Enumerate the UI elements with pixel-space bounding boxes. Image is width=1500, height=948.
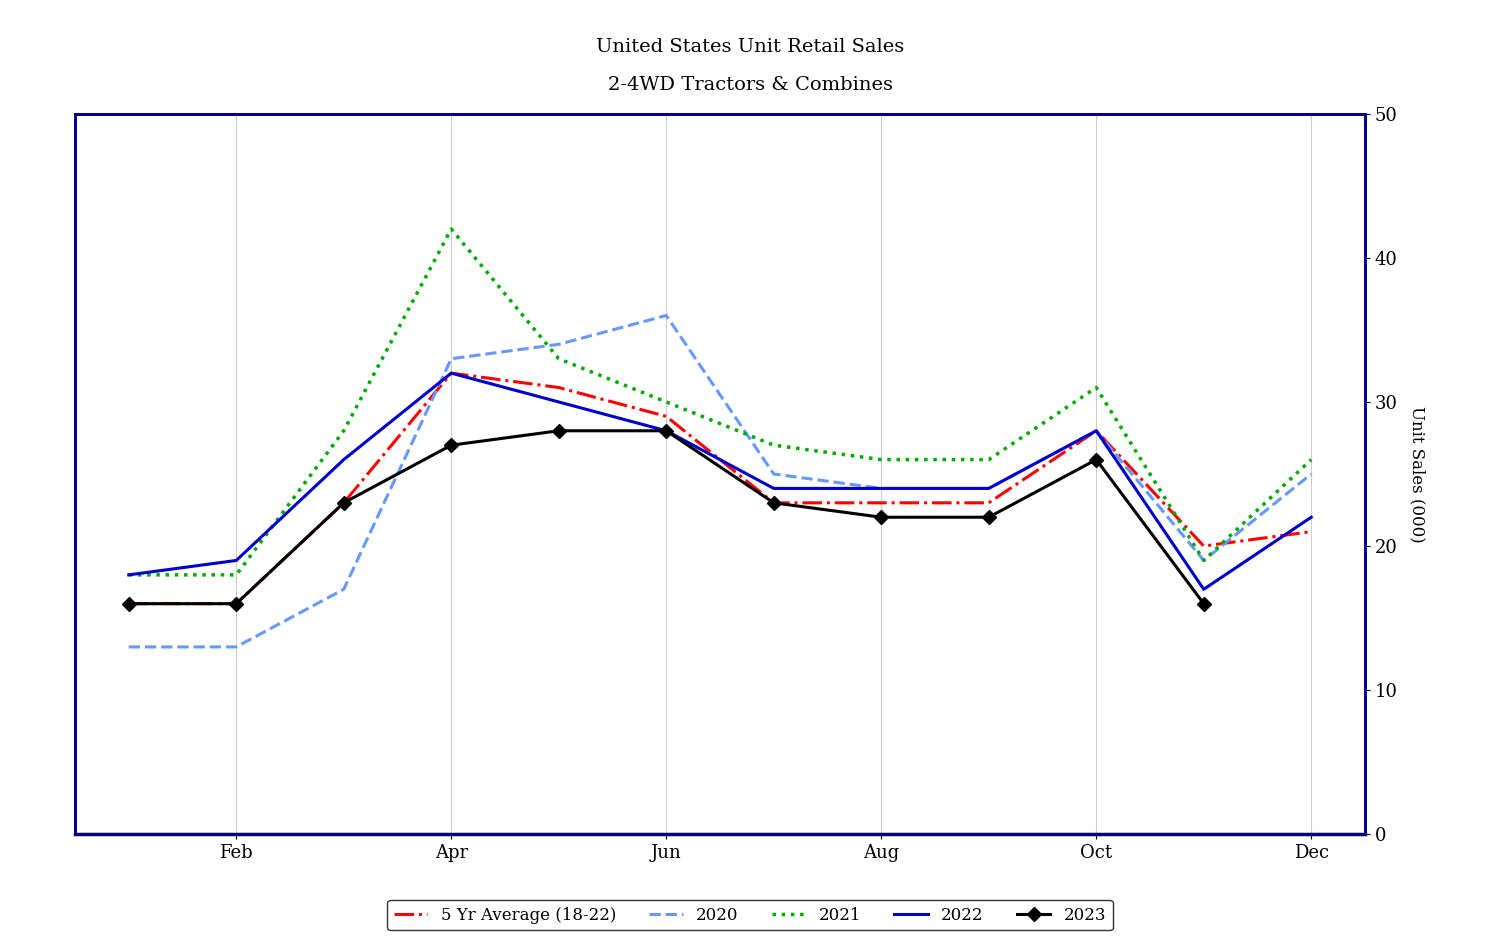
2023 xyxy=(1194,598,1212,610)
2021 xyxy=(228,569,246,580)
2020 xyxy=(980,483,998,494)
2020 xyxy=(765,468,783,480)
2023 xyxy=(228,598,246,610)
2023 xyxy=(873,512,891,523)
2020 xyxy=(334,584,352,595)
2021 xyxy=(873,454,891,465)
2023 xyxy=(442,440,460,451)
2023 xyxy=(1088,454,1106,465)
2021 xyxy=(980,454,998,465)
2022 xyxy=(765,483,783,494)
2023 xyxy=(120,598,138,610)
5 Yr Average (18-22) xyxy=(765,497,783,508)
5 Yr Average (18-22) xyxy=(442,368,460,379)
2023 xyxy=(549,425,567,436)
Line: 2022: 2022 xyxy=(129,374,1311,590)
5 Yr Average (18-22) xyxy=(549,382,567,393)
Legend: 5 Yr Average (18-22), 2020, 2021, 2022, 2023: 5 Yr Average (18-22), 2020, 2021, 2022, … xyxy=(387,900,1113,930)
2022 xyxy=(1302,512,1320,523)
2023 xyxy=(765,497,783,508)
2021 xyxy=(1194,555,1212,566)
2023 xyxy=(334,497,352,508)
2022 xyxy=(120,569,138,580)
2021 xyxy=(442,224,460,235)
2022 xyxy=(873,483,891,494)
5 Yr Average (18-22) xyxy=(873,497,891,508)
2022 xyxy=(1194,584,1212,595)
5 Yr Average (18-22) xyxy=(120,598,138,610)
Line: 2023: 2023 xyxy=(124,426,1209,609)
2020 xyxy=(657,310,675,321)
Text: 2-4WD Tractors & Combines: 2-4WD Tractors & Combines xyxy=(608,76,892,94)
2020 xyxy=(873,483,891,494)
2022 xyxy=(334,454,352,465)
2023 xyxy=(657,425,675,436)
2022 xyxy=(549,396,567,408)
Line: 2020: 2020 xyxy=(129,316,1311,647)
2021 xyxy=(120,569,138,580)
2022 xyxy=(1088,425,1106,436)
5 Yr Average (18-22) xyxy=(1302,526,1320,538)
2022 xyxy=(657,425,675,436)
Line: 5 Yr Average (18-22): 5 Yr Average (18-22) xyxy=(129,374,1311,604)
2022 xyxy=(442,368,460,379)
2021 xyxy=(765,440,783,451)
2021 xyxy=(1302,454,1320,465)
2020 xyxy=(228,641,246,652)
5 Yr Average (18-22) xyxy=(1194,540,1212,552)
2021 xyxy=(334,425,352,436)
2020 xyxy=(1088,425,1106,436)
5 Yr Average (18-22) xyxy=(980,497,998,508)
2020 xyxy=(1302,468,1320,480)
2021 xyxy=(1088,382,1106,393)
5 Yr Average (18-22) xyxy=(334,497,352,508)
2020 xyxy=(442,353,460,364)
2021 xyxy=(657,396,675,408)
5 Yr Average (18-22) xyxy=(228,598,246,610)
Line: 2021: 2021 xyxy=(129,229,1311,574)
2020 xyxy=(549,338,567,350)
5 Yr Average (18-22) xyxy=(657,410,675,422)
Text: United States Unit Retail Sales: United States Unit Retail Sales xyxy=(596,38,904,56)
5 Yr Average (18-22) xyxy=(1088,425,1106,436)
2022 xyxy=(228,555,246,566)
2021 xyxy=(549,353,567,364)
2020 xyxy=(1194,555,1212,566)
2023 xyxy=(980,512,998,523)
2020 xyxy=(120,641,138,652)
2022 xyxy=(980,483,998,494)
Y-axis label: Unit Sales (000): Unit Sales (000) xyxy=(1408,406,1425,542)
